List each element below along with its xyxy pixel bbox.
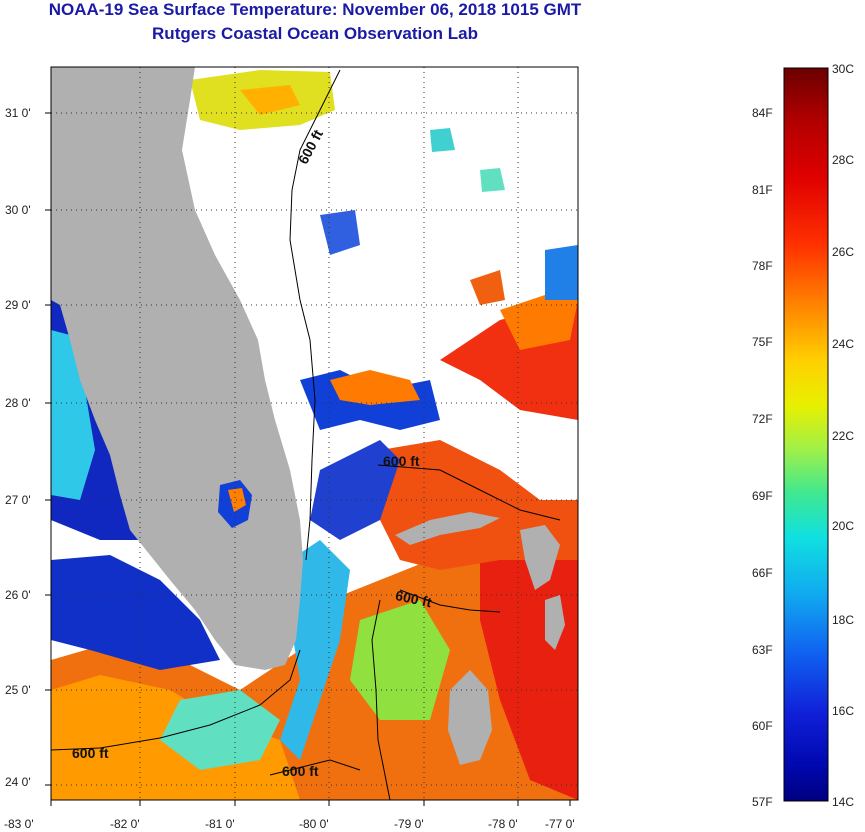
colorbar-celsius-label: 16C [832, 704, 854, 718]
colorbar-celsius-label: 26C [832, 245, 854, 259]
lat-tick-label: 25 0' [5, 683, 31, 697]
colorbar-fahrenheit-label: 78F [752, 259, 773, 273]
sst-small-patch-3 [430, 128, 455, 152]
sst-small-patch-1 [470, 270, 505, 305]
colorbar-celsius-label: 28C [832, 153, 854, 167]
sst-blue-cold-southwest [51, 555, 220, 670]
contour-label-5: 600 ft [282, 763, 319, 779]
lat-tick-label: 31 0' [5, 106, 31, 120]
map-frame [50, 66, 579, 801]
map-panel: 600 ft 600 ft 600 ft 600 ft 600 ft [51, 67, 578, 800]
colorbar-celsius-label: 18C [832, 613, 854, 627]
map-title: NOAA-19 Sea Surface Temperature: Novembe… [48, 0, 582, 19]
lat-tick-label: 24 0' [5, 775, 31, 789]
colorbar-fahrenheit-label: 66F [752, 566, 773, 580]
colorbar-fahrenheit-labels: 84F 81F 78F 75F 72F 69F 66F 63F 60F 57F [752, 106, 773, 809]
contour-label-3: 600 ft [394, 587, 433, 610]
depth-contours [51, 69, 561, 800]
sst-blue-ring-bahamas [310, 440, 400, 540]
lat-tick-label: 28 0' [5, 396, 31, 410]
sst-small-patch-2 [320, 210, 360, 255]
colorbar-celsius-label: 30C [832, 62, 854, 76]
sst-cyan-west-coast [51, 330, 95, 500]
lon-tick-label: -80 0' [299, 817, 329, 831]
lon-tick-label: -83 0' [4, 817, 34, 831]
lon-tick-label: -77 0' [545, 817, 575, 831]
colorbar-scale [783, 67, 829, 802]
sst-red-patch-east [480, 510, 578, 800]
lon-tick-label: -79 0' [394, 817, 424, 831]
colorbar-fahrenheit-label: 72F [752, 412, 773, 426]
colorbar-fahrenheit-label: 84F [752, 106, 773, 120]
colorbar-fahrenheit-label: 60F [752, 719, 773, 733]
sst-orange-belt [330, 370, 420, 405]
lon-tick-label: -82 0' [110, 817, 140, 831]
lat-tick-label: 26 0' [5, 588, 31, 602]
colorbar-fahrenheit-label: 63F [752, 643, 773, 657]
colorbar-celsius-label: 24C [832, 337, 854, 351]
graticule [51, 67, 578, 800]
bahamas-eleuthera [545, 595, 565, 650]
colorbar-fahrenheit-label: 69F [752, 489, 773, 503]
colorbar-fahrenheit-label: 75F [752, 335, 773, 349]
bahamas-abaco [520, 525, 560, 590]
sst-small-patch-4 [480, 168, 505, 192]
lat-tick-label: 27 0' [5, 493, 31, 507]
contour-600ft-providence-2 [399, 589, 501, 613]
colorbar-celsius-label: 22C [832, 429, 854, 443]
lat-tick-label: 30 0' [5, 203, 31, 217]
sst-cyan-patch [160, 690, 280, 770]
contour-600ft-south [269, 759, 361, 776]
map-subtitle: Rutgers Coastal Ocean Observation Lab [152, 24, 478, 43]
colorbar-celsius-label: 14C [832, 795, 854, 809]
sst-orange-northeast [500, 290, 578, 350]
colorbar-celsius-label: 20C [832, 519, 854, 533]
colorbar-fahrenheit-label: 81F [752, 183, 773, 197]
sst-small-patch-5 [545, 245, 578, 300]
bahamas-grand-bahama [395, 512, 500, 545]
colorbar-fahrenheit-label: 57F [752, 795, 773, 809]
contour-label-2: 600 ft [383, 453, 420, 469]
contour-label-4: 600 ft [72, 745, 109, 761]
bahamas-andros [448, 670, 492, 765]
contour-600ft-atlantic [289, 69, 341, 561]
tick-marks [45, 112, 571, 806]
sst-green-patch-mid [350, 600, 450, 720]
contour-600ft-gulf [51, 649, 301, 751]
contour-600ft-bahamas [377, 464, 561, 521]
lat-tick-label: 29 0' [5, 298, 31, 312]
sst-north-orange-patch [240, 85, 300, 115]
contour-600ft-providence [371, 599, 391, 800]
colorbar-celsius-labels: 30C 28C 26C 24C 22C 20C 18C 16C 14C [832, 62, 854, 809]
lon-tick-label: -81 0' [205, 817, 235, 831]
lon-tick-label: -78 0' [488, 817, 518, 831]
